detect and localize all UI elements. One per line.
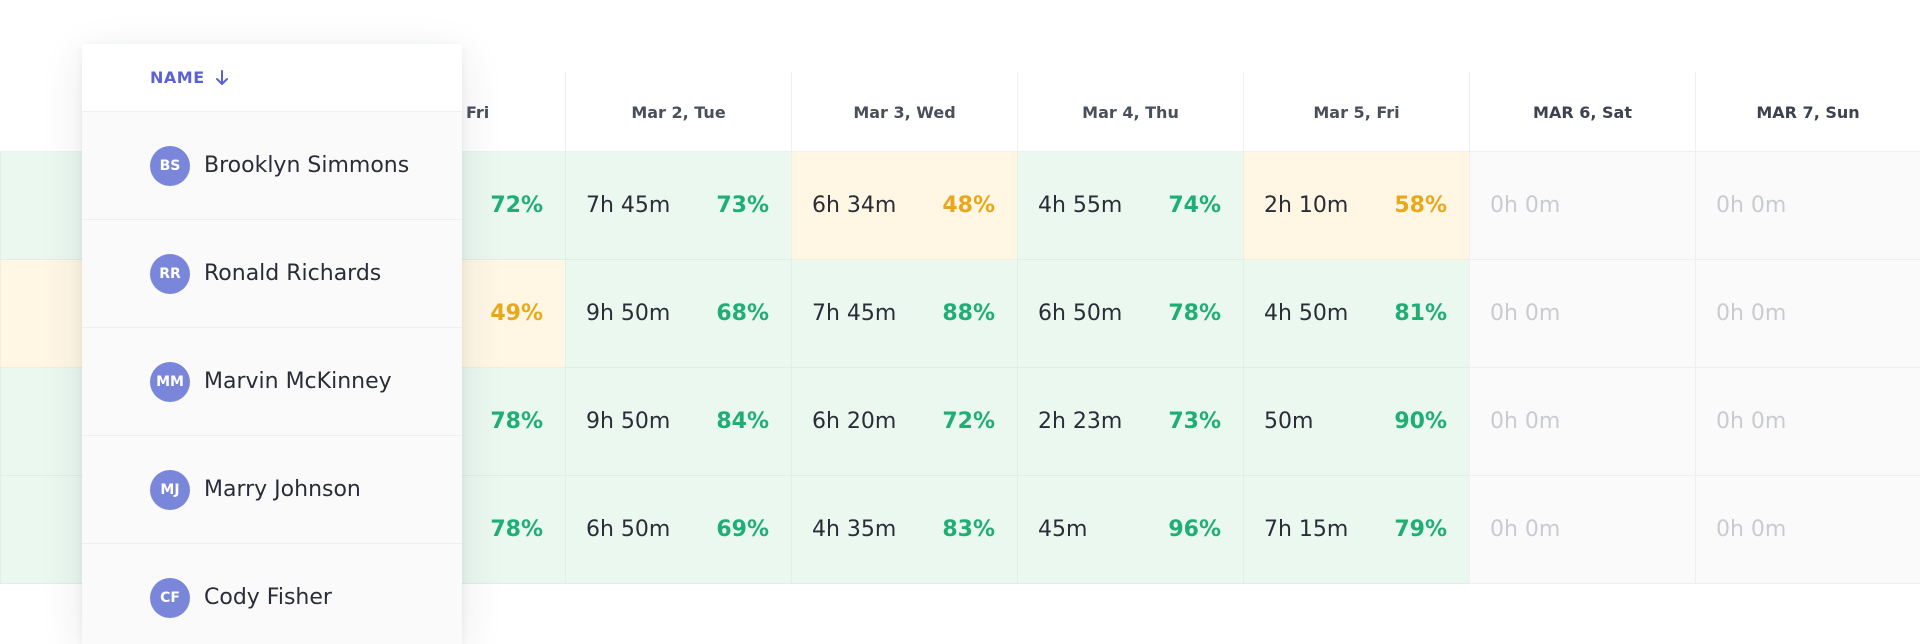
hours-value: 0h 0m xyxy=(1716,517,1787,542)
day-column-header[interactable]: MAR 6, Sat xyxy=(1469,72,1695,152)
hours-value: 0h 0m xyxy=(1490,301,1561,326)
arrow-down-icon xyxy=(215,69,229,87)
hours-value: 4h 35m xyxy=(812,517,897,542)
time-cell[interactable]: 6h 20m 72% xyxy=(791,368,1017,476)
utilization-percent: 73% xyxy=(716,193,769,218)
avatar: MJ xyxy=(150,469,190,510)
people-list: BS Brooklyn Simmons RR Ronald Richards MM Mar… xyxy=(82,112,462,644)
person-name: Marry Johnson xyxy=(204,477,361,502)
time-cell[interactable]: 0h 0m xyxy=(1695,368,1920,476)
day-column-header[interactable]: Mar 2, Tue xyxy=(565,72,791,152)
time-cell[interactable]: 50m 90% xyxy=(1243,368,1469,476)
time-cell[interactable]: 0h 0m xyxy=(1469,260,1695,368)
time-cell[interactable]: 4h 50m 81% xyxy=(1243,260,1469,368)
avatar: CF xyxy=(150,577,190,618)
avatar: RR xyxy=(150,253,190,294)
utilization-percent: 79% xyxy=(1394,517,1447,542)
time-cell[interactable]: 6h 34m 48% xyxy=(791,152,1017,260)
hours-value: 4h 55m xyxy=(1038,193,1123,218)
hours-value: 7h 45m xyxy=(812,301,897,326)
name-sort-button[interactable]: NAME xyxy=(150,68,229,87)
time-cell[interactable]: 6h 50m 78% xyxy=(1017,260,1243,368)
utilization-percent: 84% xyxy=(716,409,769,434)
time-cell[interactable]: 45m 96% xyxy=(1017,476,1243,584)
hours-value: 0h 0m xyxy=(1490,517,1561,542)
hours-value: 6h 20m xyxy=(812,409,897,434)
time-cell[interactable]: 7h 15m 79% xyxy=(1243,476,1469,584)
hours-value: 50m xyxy=(1264,409,1314,434)
hours-value: 0h 0m xyxy=(1716,301,1787,326)
hours-value: 2h 23m xyxy=(1038,409,1123,434)
utilization-percent: 78% xyxy=(490,517,543,542)
day-column-header[interactable]: MAR 7, Sun xyxy=(1695,72,1920,152)
hours-value: 2h 10m xyxy=(1264,193,1349,218)
person-row[interactable]: CF Cody Fisher xyxy=(82,544,462,644)
utilization-percent: 68% xyxy=(716,301,769,326)
utilization-percent: 83% xyxy=(942,517,995,542)
time-cell[interactable]: 0h 0m xyxy=(1695,476,1920,584)
time-cell[interactable]: 0h 0m xyxy=(1695,260,1920,368)
utilization-percent: 48% xyxy=(942,193,995,218)
utilization-percent: 72% xyxy=(490,193,543,218)
utilization-percent: 88% xyxy=(942,301,995,326)
time-cell[interactable]: 0h 0m xyxy=(1469,476,1695,584)
time-cell[interactable]: 7h 45m 88% xyxy=(791,260,1017,368)
utilization-percent: 96% xyxy=(1168,517,1221,542)
hours-value: 0h 0m xyxy=(1716,193,1787,218)
utilization-percent: 73% xyxy=(1168,409,1221,434)
utilization-percent: 58% xyxy=(1394,193,1447,218)
time-cell[interactable]: 4h 55m 74% xyxy=(1017,152,1243,260)
hours-value: 0h 0m xyxy=(1490,409,1561,434)
utilization-percent: 74% xyxy=(1168,193,1221,218)
time-cell[interactable]: 7h 45m 73% xyxy=(565,152,791,260)
time-cell[interactable]: 0h 0m xyxy=(1695,152,1920,260)
hours-value: 45m xyxy=(1038,517,1088,542)
person-name: Brooklyn Simmons xyxy=(204,153,410,178)
name-column-header: NAME xyxy=(82,44,462,112)
name-header-label: NAME xyxy=(150,68,205,87)
hours-value: 6h 34m xyxy=(812,193,897,218)
hours-value: 0h 0m xyxy=(1490,193,1561,218)
utilization-percent: 78% xyxy=(1168,301,1221,326)
time-cell[interactable]: 4h 35m 83% xyxy=(791,476,1017,584)
avatar: BS xyxy=(150,145,190,186)
day-column-header[interactable]: Mar 3, Wed xyxy=(791,72,1017,152)
person-name: Cody Fisher xyxy=(204,585,332,610)
day-column-header[interactable]: Mar 5, Fri xyxy=(1243,72,1469,152)
utilization-percent: 69% xyxy=(716,517,769,542)
avatar: MM xyxy=(150,361,190,402)
person-row[interactable]: MM Marvin McKinney xyxy=(82,328,462,436)
utilization-percent: 90% xyxy=(1394,409,1447,434)
hours-value: 0h 0m xyxy=(1716,409,1787,434)
person-name: Ronald Richards xyxy=(204,261,382,286)
time-cell[interactable]: 9h 50m 84% xyxy=(565,368,791,476)
utilization-percent: 78% xyxy=(490,409,543,434)
hours-value: 7h 45m xyxy=(586,193,671,218)
time-cell[interactable]: 2h 10m 58% xyxy=(1243,152,1469,260)
time-cell[interactable]: 0h 0m xyxy=(1469,152,1695,260)
utilization-percent: 72% xyxy=(942,409,995,434)
hours-value: 9h 50m xyxy=(586,301,671,326)
time-cell[interactable]: 0h 0m xyxy=(1469,368,1695,476)
hours-value: 7h 15m xyxy=(1264,517,1349,542)
utilization-percent: 49% xyxy=(490,301,543,326)
day-column-header[interactable]: Fri xyxy=(466,102,490,122)
utilization-percent: 81% xyxy=(1394,301,1447,326)
person-name: Marvin McKinney xyxy=(204,369,392,394)
person-row[interactable]: MJ Marry Johnson xyxy=(82,436,462,544)
time-cell[interactable]: 6h 50m 69% xyxy=(565,476,791,584)
person-row[interactable]: BS Brooklyn Simmons xyxy=(82,112,462,220)
time-cell[interactable]: 9h 50m 68% xyxy=(565,260,791,368)
time-cell[interactable]: 2h 23m 73% xyxy=(1017,368,1243,476)
person-row[interactable]: RR Ronald Richards xyxy=(82,220,462,328)
hours-value: 6h 50m xyxy=(586,517,671,542)
day-header-row xyxy=(0,72,1920,152)
name-panel: NAME BS Brooklyn Simmons RR Ronald Richards… xyxy=(82,44,462,644)
hours-value: 6h 50m xyxy=(1038,301,1123,326)
hours-value: 9h 50m xyxy=(586,409,671,434)
hours-value: 4h 50m xyxy=(1264,301,1349,326)
day-column-header[interactable]: Mar 4, Thu xyxy=(1017,72,1243,152)
